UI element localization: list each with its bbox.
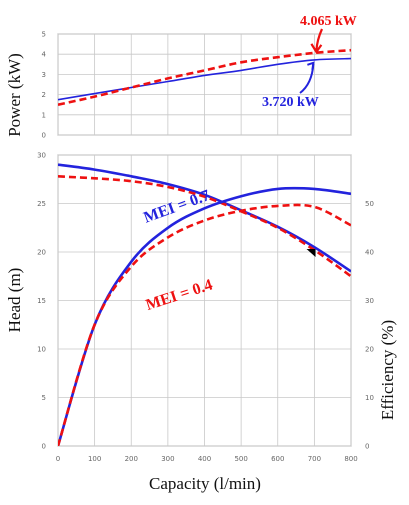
- head-efficiency-series: [58, 163, 351, 446]
- head-axis-title: Head (m): [5, 268, 24, 333]
- y-tick-label: 30: [37, 152, 46, 160]
- y-tick-label: 5: [42, 394, 46, 402]
- capacity-axis-title: Capacity (l/min): [149, 474, 261, 493]
- x-tick-label: 500: [234, 455, 247, 463]
- blue-solid-series-line: [58, 57, 351, 101]
- x-tick-label: 400: [198, 455, 211, 463]
- y2-tick-label: 30: [365, 297, 374, 305]
- y2-tick-label: 40: [365, 249, 374, 257]
- power-series: [58, 48, 351, 106]
- y-tick-label: 25: [37, 200, 46, 208]
- y2-tick-label: 20: [365, 346, 374, 354]
- y2-tick-label: 10: [365, 394, 374, 402]
- y-tick-label: 1: [42, 111, 46, 119]
- power-axis-title: Power (kW): [5, 53, 24, 137]
- y-tick-label: 5: [42, 31, 46, 39]
- x-tick-label: 600: [271, 455, 284, 463]
- red-dashed-series-line: [58, 48, 351, 106]
- y-tick-label: 0: [42, 132, 46, 140]
- x-tick-label: 200: [125, 455, 138, 463]
- power-annotation-blue: 3.720 kW: [262, 95, 319, 110]
- y-tick-label: 10: [37, 346, 46, 354]
- x-tick-label: 100: [88, 455, 101, 463]
- red-dashed-series-line: [58, 175, 351, 278]
- y-tick-label: 15: [37, 297, 46, 305]
- y-tick-label: 20: [37, 249, 46, 257]
- red-dashed-series-line: [58, 203, 351, 446]
- x-tick-label: 300: [161, 455, 174, 463]
- operating-point-marker: [306, 249, 316, 257]
- y2-tick-label: 0: [365, 443, 369, 451]
- y-tick-label: 4: [42, 51, 47, 59]
- x-tick-label: 700: [308, 455, 321, 463]
- efficiency-axis-title: Efficiency (%): [378, 320, 397, 420]
- x-tick-label: 0: [56, 455, 60, 463]
- y-tick-label: 3: [42, 71, 46, 79]
- tick-labels: 0 100 200 300 400 500 600 700 800012345051015202…: [37, 31, 374, 464]
- y-tick-label: 0: [42, 443, 46, 451]
- red-arrow-shaft: [315, 28, 324, 51]
- y2-tick-label: 50: [365, 200, 374, 208]
- blue-solid-series-line: [58, 163, 351, 273]
- x-tick-label: 800: [344, 455, 357, 463]
- blue-arrow-head: [307, 61, 315, 70]
- red-arrow-head: [310, 43, 323, 54]
- power-annotation-red: 4.065 kW: [300, 14, 357, 29]
- y-tick-label: 2: [42, 91, 46, 99]
